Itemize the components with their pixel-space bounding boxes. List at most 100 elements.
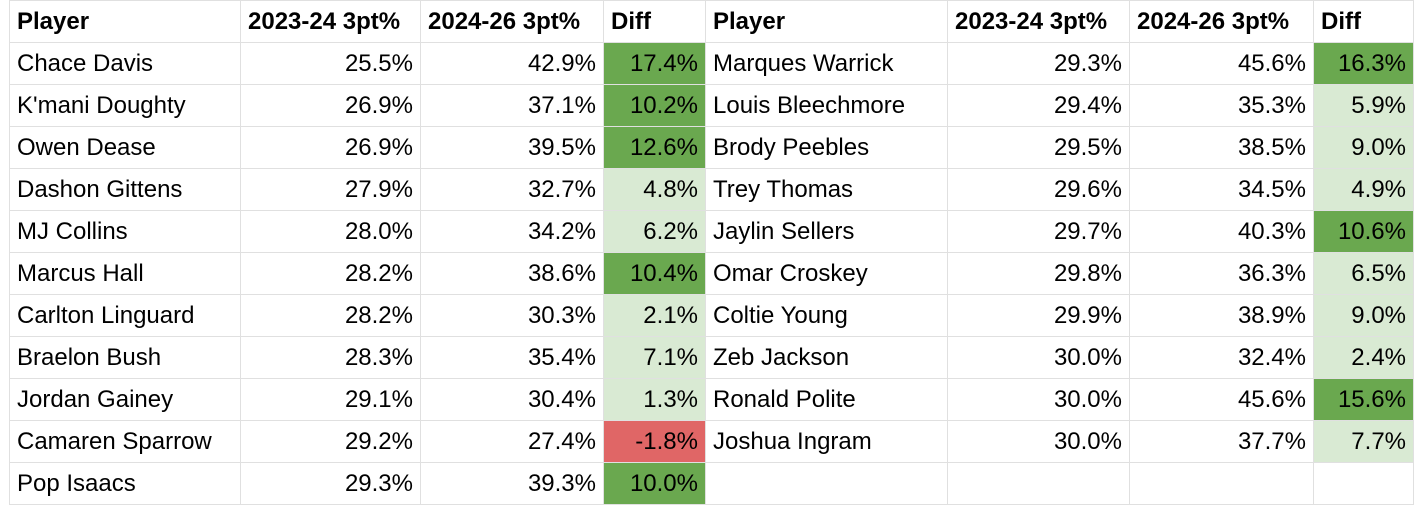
- pct-cell: 28.2%: [240, 252, 421, 295]
- data-row: Braelon Bush 28.3% 35.4% 7.1% Zeb Jackson 30.…: [9, 336, 1414, 379]
- pct-cell: 29.9%: [947, 294, 1130, 337]
- player-cell: Zeb Jackson: [705, 336, 948, 379]
- header-cell: Player: [9, 0, 241, 43]
- player-cell: Trey Thomas: [705, 168, 948, 211]
- diff-cell: 5.9%: [1313, 84, 1414, 127]
- data-row: K'mani Doughty 26.9% 37.1% 10.2% Louis Bleec…: [9, 84, 1414, 127]
- diff-cell: 17.4%: [603, 42, 706, 85]
- player-cell: Pop Isaacs: [9, 462, 241, 505]
- pct-cell: 30.0%: [947, 378, 1130, 421]
- pct-cell: 42.9%: [420, 42, 604, 85]
- pct-cell: 45.6%: [1129, 42, 1314, 85]
- pct-cell: 29.5%: [947, 126, 1130, 169]
- player-cell: MJ Collins: [9, 210, 241, 253]
- pct-cell: 27.9%: [240, 168, 421, 211]
- pct-cell: 40.3%: [1129, 210, 1314, 253]
- table-body: Player 2023-24 3pt% 2024-26 3pt% Diff Player…: [9, 0, 1414, 505]
- diff-cell: 9.0%: [1313, 126, 1414, 169]
- pct-cell: 25.5%: [240, 42, 421, 85]
- header-cell: 2024-26 3pt%: [420, 0, 604, 43]
- pct-cell: 39.5%: [420, 126, 604, 169]
- header-cell: 2024-26 3pt%: [1129, 0, 1314, 43]
- data-row: Jordan Gainey 29.1% 30.4% 1.3% Ronald Polite…: [9, 378, 1414, 421]
- empty-cell: [1129, 462, 1314, 505]
- diff-cell: 7.7%: [1313, 420, 1414, 463]
- pct-cell: 29.8%: [947, 252, 1130, 295]
- empty-cell: [1313, 462, 1414, 505]
- data-row: Chace Davis 25.5% 42.9% 17.4% Marques Warric…: [9, 42, 1414, 85]
- header-row: Player 2023-24 3pt% 2024-26 3pt% Diff Player…: [9, 0, 1414, 43]
- pct-cell: 37.1%: [420, 84, 604, 127]
- pct-cell: 39.3%: [420, 462, 604, 505]
- pct-cell: 27.4%: [420, 420, 604, 463]
- pct-cell: 29.6%: [947, 168, 1130, 211]
- diff-cell: 6.5%: [1313, 252, 1414, 295]
- pct-cell: 38.9%: [1129, 294, 1314, 337]
- empty-cell: [947, 462, 1130, 505]
- pct-cell: 30.0%: [947, 336, 1130, 379]
- diff-cell: 4.8%: [603, 168, 706, 211]
- pct-cell: 37.7%: [1129, 420, 1314, 463]
- player-cell: Marcus Hall: [9, 252, 241, 295]
- diff-cell: 7.1%: [603, 336, 706, 379]
- diff-cell: 1.3%: [603, 378, 706, 421]
- pct-cell: 35.4%: [420, 336, 604, 379]
- data-row: MJ Collins 28.0% 34.2% 6.2% Jaylin Sellers 29…: [9, 210, 1414, 253]
- player-cell: Owen Dease: [9, 126, 241, 169]
- pct-cell: 29.2%: [240, 420, 421, 463]
- diff-cell: 15.6%: [1313, 378, 1414, 421]
- diff-cell: 10.0%: [603, 462, 706, 505]
- spreadsheet: Player 2023-24 3pt% 2024-26 3pt% Diff Player…: [9, 0, 1414, 505]
- pct-cell: 34.2%: [420, 210, 604, 253]
- diff-cell: 6.2%: [603, 210, 706, 253]
- pct-cell: 28.3%: [240, 336, 421, 379]
- player-cell: Carlton Linguard: [9, 294, 241, 337]
- player-cell: Omar Croskey: [705, 252, 948, 295]
- pct-cell: 28.2%: [240, 294, 421, 337]
- pct-cell: 45.6%: [1129, 378, 1314, 421]
- pct-cell: 38.5%: [1129, 126, 1314, 169]
- diff-cell: 2.1%: [603, 294, 706, 337]
- player-cell: K'mani Doughty: [9, 84, 241, 127]
- player-cell: Chace Davis: [9, 42, 241, 85]
- player-cell: Joshua Ingram: [705, 420, 948, 463]
- diff-cell: -1.8%: [603, 420, 706, 463]
- data-row: Marcus Hall 28.2% 38.6% 10.4% Omar Croskey 29…: [9, 252, 1414, 295]
- pct-cell: 32.7%: [420, 168, 604, 211]
- player-cell: Coltie Young: [705, 294, 948, 337]
- header-cell: 2023-24 3pt%: [947, 0, 1130, 43]
- pct-cell: 30.0%: [947, 420, 1130, 463]
- data-row: Owen Dease 26.9% 39.5% 12.6% Brody Peebles 29…: [9, 126, 1414, 169]
- pct-cell: 26.9%: [240, 84, 421, 127]
- pct-cell: 29.1%: [240, 378, 421, 421]
- header-cell: Diff: [1313, 0, 1414, 43]
- pct-cell: 28.0%: [240, 210, 421, 253]
- player-cell: Ronald Polite: [705, 378, 948, 421]
- diff-cell: 4.9%: [1313, 168, 1414, 211]
- data-row: Carlton Linguard 28.2% 30.3% 2.1% Coltie You…: [9, 294, 1414, 337]
- player-cell: Jaylin Sellers: [705, 210, 948, 253]
- data-row: Pop Isaacs 29.3% 39.3% 10.0%: [9, 462, 1414, 505]
- pct-cell: 34.5%: [1129, 168, 1314, 211]
- diff-cell: 10.4%: [603, 252, 706, 295]
- pct-cell: 26.9%: [240, 126, 421, 169]
- diff-cell: 2.4%: [1313, 336, 1414, 379]
- diff-cell: 9.0%: [1313, 294, 1414, 337]
- player-cell: Marques Warrick: [705, 42, 948, 85]
- pct-cell: 36.3%: [1129, 252, 1314, 295]
- diff-cell: 10.6%: [1313, 210, 1414, 253]
- header-cell: 2023-24 3pt%: [240, 0, 421, 43]
- pct-cell: 29.3%: [947, 42, 1130, 85]
- pct-cell: 29.4%: [947, 84, 1130, 127]
- empty-cell: [705, 462, 948, 505]
- player-cell: Dashon Gittens: [9, 168, 241, 211]
- diff-cell: 16.3%: [1313, 42, 1414, 85]
- player-cell: Braelon Bush: [9, 336, 241, 379]
- player-cell: Jordan Gainey: [9, 378, 241, 421]
- pct-cell: 30.4%: [420, 378, 604, 421]
- header-cell: Diff: [603, 0, 706, 43]
- pct-cell: 29.7%: [947, 210, 1130, 253]
- pct-cell: 29.3%: [240, 462, 421, 505]
- pct-cell: 38.6%: [420, 252, 604, 295]
